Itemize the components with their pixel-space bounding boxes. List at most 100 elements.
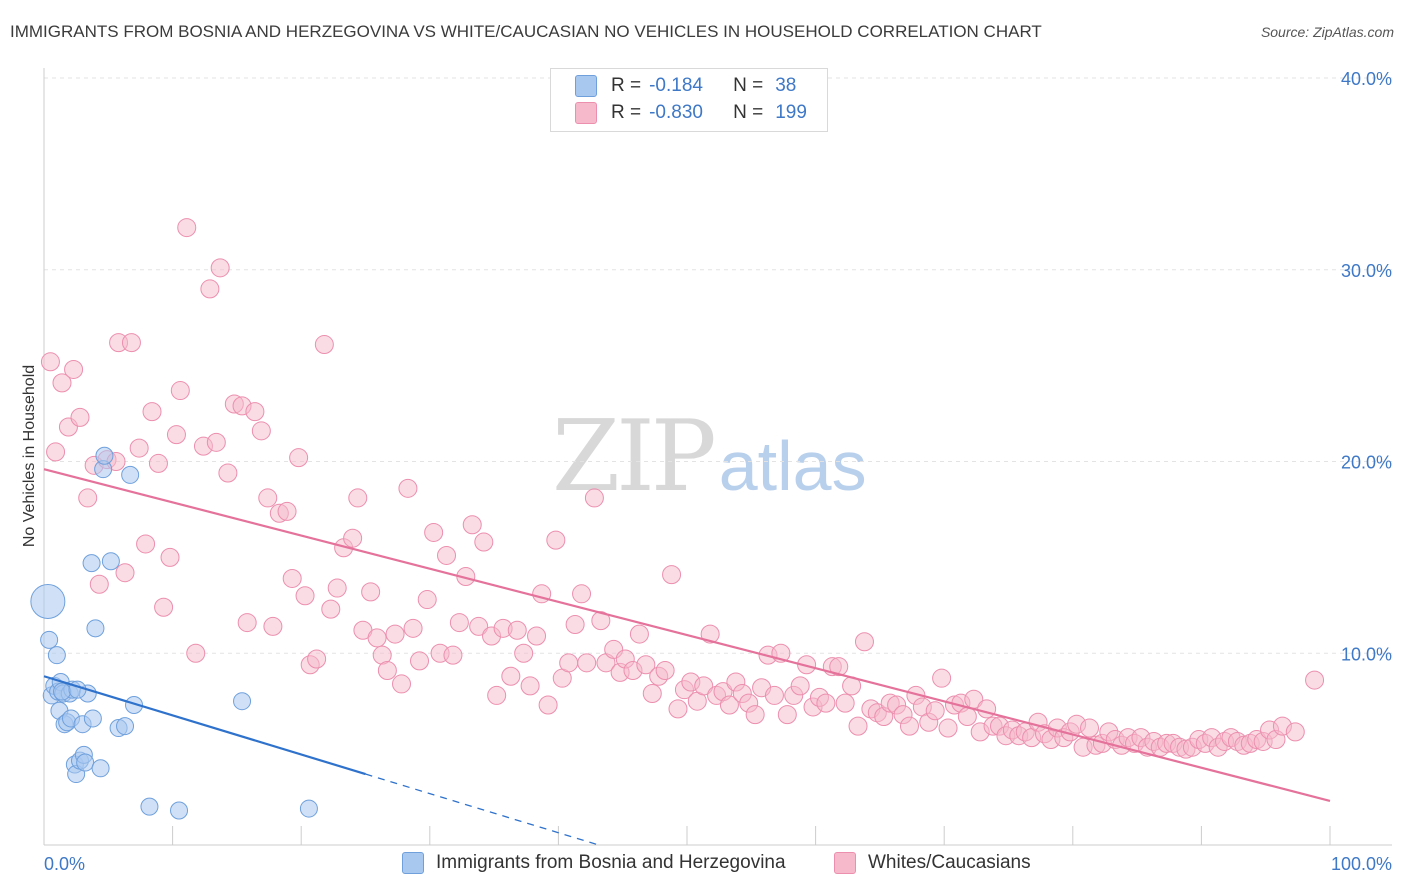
bottom-legend-label: Immigrants from Bosnia and Herzegovina	[436, 852, 786, 873]
data-point-whites	[166, 425, 186, 445]
data-point-bosnia	[140, 797, 159, 816]
data-point-bosnia	[82, 554, 101, 573]
watermark-zip: ZIP	[552, 400, 717, 514]
data-point-bosnia	[116, 717, 135, 736]
data-point-whites	[977, 699, 997, 719]
data-point-bosnia	[86, 619, 105, 638]
data-point-whites	[957, 707, 977, 727]
data-point-whites	[424, 522, 444, 542]
data-point-whites	[777, 705, 797, 725]
data-point-whites	[487, 685, 507, 705]
legend-r-value: -0.830	[649, 102, 703, 123]
data-point-whites	[1080, 718, 1100, 738]
watermark: ZIPatlas	[552, 400, 867, 514]
data-point-bosnia	[47, 646, 66, 665]
data-point-bosnia	[121, 465, 140, 484]
data-point-whites	[501, 666, 521, 686]
data-point-whites	[129, 438, 149, 458]
data-point-whites	[263, 616, 283, 636]
data-point-bosnia	[91, 759, 110, 778]
bottom-legend-swatch-pink	[834, 852, 856, 874]
data-point-whites	[251, 421, 271, 441]
data-point-whites	[835, 693, 855, 713]
data-point-whites	[745, 705, 765, 725]
data-point-whites	[932, 668, 952, 688]
data-point-whites	[237, 613, 257, 633]
data-point-whites	[854, 632, 874, 652]
data-point-whites	[899, 716, 919, 736]
data-point-whites	[443, 645, 463, 665]
data-point-whites	[186, 643, 206, 663]
data-point-whites	[245, 402, 265, 422]
data-point-whites	[410, 651, 430, 671]
legend-swatch-blue	[575, 75, 597, 97]
data-point-whites	[177, 218, 197, 238]
bottom-legend-whites: Whites/Caucasians	[834, 852, 1031, 874]
data-point-whites	[398, 478, 418, 498]
data-point-whites	[46, 442, 66, 462]
legend-swatch-pink	[575, 102, 597, 124]
data-point-whites	[469, 616, 489, 636]
data-point-whites	[559, 653, 579, 673]
data-point-whites	[403, 618, 423, 638]
data-point-whites	[361, 582, 381, 602]
data-point-whites	[115, 563, 135, 583]
data-point-whites	[160, 547, 180, 567]
data-point-whites	[392, 674, 412, 694]
data-point-whites	[507, 620, 527, 640]
data-point-bosnia	[125, 696, 144, 715]
data-point-whites	[668, 699, 688, 719]
data-point-whites	[591, 611, 611, 631]
data-point-whites	[829, 657, 849, 677]
grid-lines	[44, 77, 1392, 654]
data-point-whites	[348, 488, 368, 508]
legend-n-value: 38	[775, 75, 797, 96]
data-point-whites	[295, 586, 315, 606]
data-point-whites	[816, 693, 836, 713]
axes	[43, 68, 1392, 846]
legend-row-whites: R = -0.830 N = 199	[575, 100, 807, 126]
data-point-whites	[538, 695, 558, 715]
trend-line-whites	[43, 468, 1331, 802]
data-point-bosnia	[83, 709, 102, 728]
trend-line-bosnia-extension	[365, 773, 598, 846]
data-point-whites	[848, 716, 868, 736]
data-point-whites	[572, 584, 592, 604]
data-point-whites	[642, 684, 662, 704]
data-point-whites	[662, 565, 682, 585]
data-point-whites	[520, 676, 540, 696]
data-point-whites	[577, 653, 597, 673]
chart-title: IMMIGRANTS FROM BOSNIA AND HERZEGOVINA V…	[10, 22, 1042, 41]
data-point-whites	[277, 501, 297, 521]
legend-r-label: R =	[611, 102, 642, 123]
data-point-whites	[136, 534, 156, 554]
data-point-whites	[200, 279, 220, 299]
data-point-whites	[417, 590, 437, 610]
data-point-whites	[584, 488, 604, 508]
data-point-whites	[764, 685, 784, 705]
data-point-whites	[258, 488, 278, 508]
trend-line-bosnia	[43, 675, 366, 776]
data-point-bosnia	[101, 552, 120, 571]
data-point-whites	[462, 515, 482, 535]
y-tick-label: 40.0%	[1341, 69, 1392, 89]
data-point-whites	[148, 453, 168, 473]
data-point-whites	[218, 463, 238, 483]
legend-n-label: N =	[733, 75, 764, 96]
trend-lines	[43, 468, 1331, 846]
data-point-whites	[385, 624, 405, 644]
data-point-whites	[377, 661, 397, 681]
source-label: Source: ZipAtlas.com	[1260, 24, 1394, 40]
data-point-whites	[527, 626, 547, 646]
data-point-whites	[70, 407, 90, 427]
data-point-whites	[327, 578, 347, 598]
data-point-whites	[206, 432, 226, 452]
data-point-whites	[321, 599, 341, 619]
data-point-whites	[514, 643, 534, 663]
data-point-whites	[282, 568, 302, 588]
data-point-whites	[343, 528, 363, 548]
data-point-whites	[700, 624, 720, 644]
data-point-whites	[52, 373, 72, 393]
data-point-whites	[546, 530, 566, 550]
data-point-whites	[655, 661, 675, 681]
